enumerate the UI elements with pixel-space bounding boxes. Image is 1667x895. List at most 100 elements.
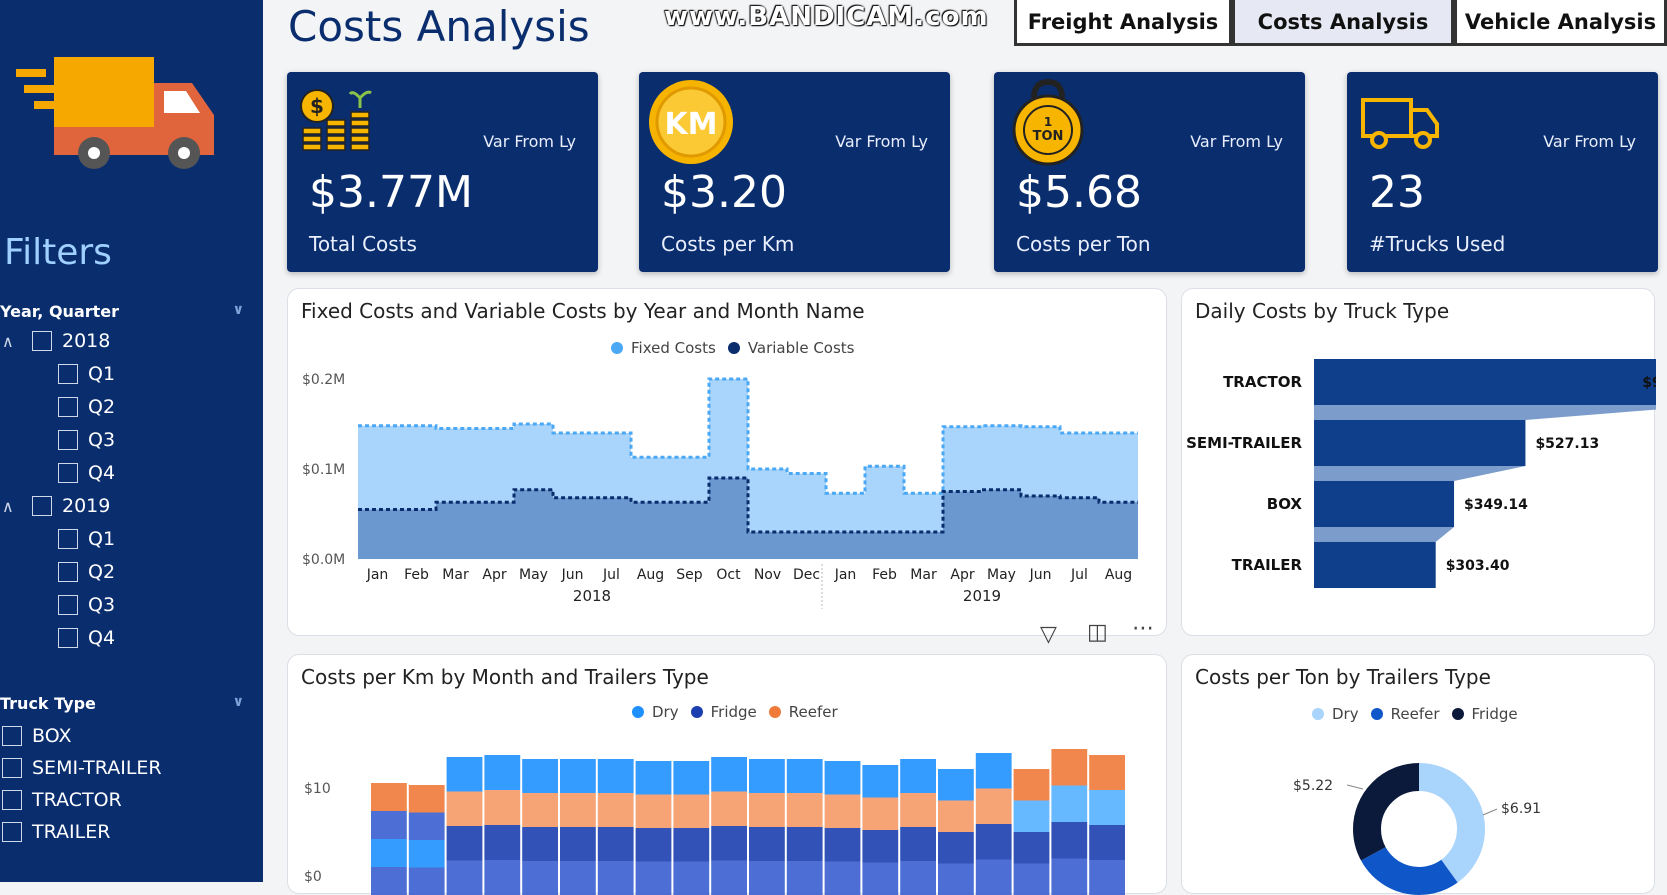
checkbox[interactable]: [58, 463, 78, 483]
truck-type-item-semi-trailer[interactable]: SEMI-TRAILER: [2, 757, 162, 779]
ribbon-segment-fridge[interactable]: [711, 826, 747, 861]
ribbon-segment-dry[interactable]: [447, 757, 483, 792]
ribbon-segment-fridge[interactable]: [636, 862, 672, 895]
quarter-item-2019-Q4[interactable]: Q4: [58, 627, 115, 649]
quarter-item-2018-Q1[interactable]: Q1: [58, 363, 115, 385]
ribbon-segment-fridge[interactable]: [447, 861, 483, 895]
tab-costs-analysis[interactable]: Costs Analysis: [1232, 0, 1454, 46]
ribbon-segment-fridge[interactable]: [825, 862, 861, 895]
daily-costs-by-truck-type-chart[interactable]: Daily Costs by Truck Type TRACTOR$997.20…: [1181, 288, 1655, 636]
ribbon-segment-reefer[interactable]: [900, 793, 936, 827]
ribbon-segment-dry[interactable]: [371, 839, 407, 867]
ribbon-segment-fridge[interactable]: [862, 863, 898, 895]
truck-type-slicer-header[interactable]: Truck Type ∨: [0, 694, 250, 713]
ribbon-segment-reefer[interactable]: [371, 783, 407, 811]
ribbon-segment-dry[interactable]: [862, 765, 898, 798]
bar[interactable]: [1314, 420, 1525, 466]
ribbon-segment-fridge[interactable]: [1051, 822, 1087, 859]
ribbon-segment-dry[interactable]: [749, 759, 785, 793]
ribbon-segment-fridge[interactable]: [1014, 832, 1050, 864]
filter-icon[interactable]: ▽: [1040, 622, 1057, 647]
ribbon-segment-fridge[interactable]: [560, 827, 596, 861]
ribbon-segment-dry[interactable]: [787, 759, 823, 793]
kpi-trucks-used[interactable]: Var From Ly 23 #Trucks Used: [1347, 72, 1658, 272]
ribbon-segment-reefer[interactable]: [1051, 749, 1087, 786]
truck-type-item-trailer[interactable]: TRAILER: [2, 821, 110, 843]
ribbon-segment-fridge[interactable]: [825, 828, 861, 862]
ribbon-segment-fridge[interactable]: [938, 864, 974, 895]
checkbox[interactable]: [32, 496, 52, 516]
ribbon-segment-dry[interactable]: [711, 757, 747, 792]
ribbon-segment-dry[interactable]: [825, 761, 861, 795]
ribbon-segment-dry[interactable]: [1051, 786, 1087, 823]
ribbon-segment-dry[interactable]: [409, 840, 445, 868]
ribbon-segment-reefer[interactable]: [862, 798, 898, 831]
ribbon-segment-fridge[interactable]: [409, 868, 445, 895]
year-item-2019[interactable]: 2019: [32, 495, 110, 517]
ribbon-segment-fridge[interactable]: [522, 827, 558, 861]
checkbox[interactable]: [58, 628, 78, 648]
ribbon-segment-dry[interactable]: [636, 761, 672, 795]
ribbon-segment-fridge[interactable]: [484, 860, 520, 895]
fixed-variable-costs-chart[interactable]: Fixed Costs and Variable Costs by Year a…: [287, 288, 1167, 636]
truck-type-item-tractor[interactable]: TRACTOR: [2, 789, 122, 811]
ribbon-segment-dry[interactable]: [560, 759, 596, 793]
collapse-caret-icon[interactable]: ∧: [2, 332, 14, 351]
ribbon-segment-fridge[interactable]: [900, 861, 936, 895]
checkbox[interactable]: [2, 726, 22, 746]
checkbox[interactable]: [58, 397, 78, 417]
quarter-item-2019-Q1[interactable]: Q1: [58, 528, 115, 550]
truck-type-item-box[interactable]: BOX: [2, 725, 71, 747]
costs-per-km-chart[interactable]: Costs per Km by Month and Trailers Type …: [287, 654, 1167, 894]
ribbon-segment-reefer[interactable]: [522, 793, 558, 827]
ribbon-segment-dry[interactable]: [598, 759, 634, 793]
checkbox[interactable]: [58, 562, 78, 582]
ribbon-segment-fridge[interactable]: [976, 824, 1012, 860]
quarter-item-2018-Q4[interactable]: Q4: [58, 462, 115, 484]
chevron-down-icon[interactable]: ∨: [233, 302, 244, 318]
more-options-icon[interactable]: ⋯: [1132, 616, 1154, 641]
ribbon-segment-fridge[interactable]: [787, 861, 823, 895]
ribbon-segment-reefer[interactable]: [598, 793, 634, 827]
ribbon-segment-fridge[interactable]: [522, 861, 558, 895]
ribbon-segment-fridge[interactable]: [862, 830, 898, 863]
ribbon-segment-reefer[interactable]: [711, 792, 747, 827]
ribbon-segment-dry[interactable]: [900, 759, 936, 793]
checkbox[interactable]: [32, 331, 52, 351]
checkbox[interactable]: [58, 430, 78, 450]
ribbon-segment-reefer[interactable]: [560, 793, 596, 827]
quarter-item-2019-Q2[interactable]: Q2: [58, 561, 115, 583]
ribbon-segment-fridge[interactable]: [673, 828, 709, 862]
ribbon-segment-dry[interactable]: [1089, 790, 1125, 825]
ribbon-segment-reefer[interactable]: [825, 795, 861, 829]
focus-mode-icon[interactable]: ◫: [1087, 620, 1108, 645]
tab-vehicle-analysis[interactable]: Vehicle Analysis: [1454, 0, 1667, 46]
ribbon-segment-fridge[interactable]: [409, 813, 445, 841]
ribbon-segment-dry[interactable]: [484, 755, 520, 790]
ribbon-segment-reefer[interactable]: [938, 801, 974, 833]
ribbon-segment-fridge[interactable]: [1089, 825, 1125, 860]
checkbox[interactable]: [2, 790, 22, 810]
ribbon-segment-fridge[interactable]: [900, 827, 936, 861]
costs-per-ton-chart[interactable]: Costs per Ton by Trailers Type Dry Reefe…: [1181, 654, 1655, 894]
ribbon-segment-reefer[interactable]: [1089, 755, 1125, 790]
ribbon-segment-reefer[interactable]: [484, 790, 520, 825]
ribbon-segment-fridge[interactable]: [787, 827, 823, 861]
ribbon-segment-fridge[interactable]: [1089, 860, 1125, 895]
ribbon-segment-reefer[interactable]: [447, 792, 483, 827]
ribbon-segment-fridge[interactable]: [598, 861, 634, 895]
ribbon-segment-fridge[interactable]: [598, 827, 634, 861]
quarter-item-2019-Q3[interactable]: Q3: [58, 594, 115, 616]
ribbon-segment-fridge[interactable]: [560, 861, 596, 895]
kpi-costs-per-ton[interactable]: 1 TON Var From Ly $5.68 Costs per Ton: [994, 72, 1305, 272]
ribbon-segment-reefer[interactable]: [409, 785, 445, 813]
bar[interactable]: [1314, 359, 1656, 405]
ribbon-segment-reefer[interactable]: [636, 795, 672, 829]
ribbon-segment-dry[interactable]: [938, 769, 974, 801]
ribbon-segment-fridge[interactable]: [636, 828, 672, 862]
ribbon-segment-reefer[interactable]: [787, 793, 823, 827]
ribbon-segment-fridge[interactable]: [371, 867, 407, 895]
ribbon-segment-reefer[interactable]: [673, 795, 709, 829]
ribbon-segment-fridge[interactable]: [447, 826, 483, 861]
year-quarter-slicer-header[interactable]: Year, Quarter ∨: [0, 302, 250, 321]
